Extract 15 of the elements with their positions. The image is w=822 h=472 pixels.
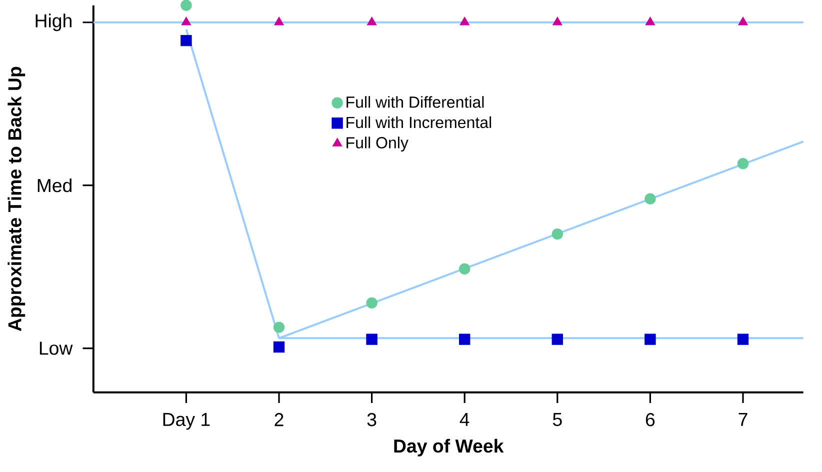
x-tick-label: 3 (367, 412, 376, 426)
x-tick-label: Day 1 (163, 412, 210, 430)
legend-label: Full with Incremental (346, 116, 492, 128)
x-tick-label: 5 (552, 412, 562, 426)
x-tick-label: 6 (646, 412, 655, 426)
text: Med (38, 178, 72, 192)
x-axis-title: Day of Week (394, 438, 504, 456)
y-axis-title: Approximate Time to Back Up (8, 66, 26, 331)
text: Low (40, 342, 73, 355)
legend-label: Full with Differential (346, 96, 484, 108)
text: High (36, 13, 72, 31)
x-tick-label: 2 (274, 412, 284, 426)
x-tick-label: 7 (738, 412, 748, 426)
x-tick-label: 4 (460, 412, 470, 426)
legend-label: Full Only (346, 136, 408, 152)
